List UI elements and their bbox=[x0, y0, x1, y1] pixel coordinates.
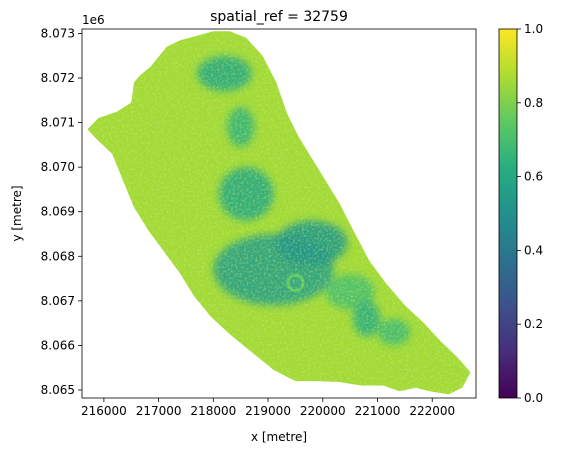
colorbar-ticks: 0.0 0.2 0.4 0.6 0.8 1.0 bbox=[517, 22, 543, 405]
colorbar-tick-label: 0.0 bbox=[524, 391, 543, 405]
plot-area bbox=[87, 31, 471, 395]
y-tick-label: 8.070 bbox=[41, 160, 75, 174]
y-axis: 8.065 8.066 8.067 8.068 8.069 8.070 8.071 8.072… bbox=[41, 26, 82, 397]
raster-texture bbox=[87, 31, 471, 395]
y-axis-label: y [metre] bbox=[10, 185, 24, 241]
x-tick-label: 216000 bbox=[81, 404, 127, 418]
y-tick-label: 8.067 bbox=[41, 294, 75, 308]
x-tick-label: 222000 bbox=[409, 404, 455, 418]
y-tick-label: 8.065 bbox=[41, 383, 75, 397]
colorbar-tick-label: 0.6 bbox=[524, 170, 543, 184]
y-tick-label: 8.068 bbox=[41, 249, 75, 263]
colorbar-tick-label: 0.4 bbox=[524, 243, 543, 257]
colorbar-gradient bbox=[498, 28, 518, 399]
y-tick-label: 8.071 bbox=[41, 116, 75, 130]
x-tick-label: 221000 bbox=[355, 404, 401, 418]
x-tick-label: 218000 bbox=[190, 404, 236, 418]
colorbar-tick-label: 0.8 bbox=[524, 96, 543, 110]
y-tick-label: 8.069 bbox=[41, 205, 75, 219]
colorbar: 0.0 0.2 0.4 0.6 0.8 1.0 bbox=[498, 22, 543, 405]
colorbar-tick-label: 0.2 bbox=[524, 317, 543, 331]
plot-frame bbox=[81, 28, 477, 399]
x-axis: 216000 217000 218000 219000 220000 221000 2220… bbox=[81, 398, 455, 418]
y-tick-label: 8.066 bbox=[41, 338, 75, 352]
y-tick-label: 8.073 bbox=[41, 26, 75, 40]
y-offset-label: 1e6 bbox=[82, 13, 105, 27]
x-tick-label: 219000 bbox=[245, 404, 291, 418]
colorbar-tick-label: 1.0 bbox=[524, 22, 543, 36]
chart-title: spatial_ref = 32759 bbox=[210, 9, 348, 25]
x-tick-label: 217000 bbox=[136, 404, 182, 418]
x-axis-label: x [metre] bbox=[251, 430, 307, 444]
y-tick-label: 8.072 bbox=[41, 71, 75, 85]
x-tick-label: 220000 bbox=[300, 404, 346, 418]
raster-image bbox=[87, 31, 471, 395]
